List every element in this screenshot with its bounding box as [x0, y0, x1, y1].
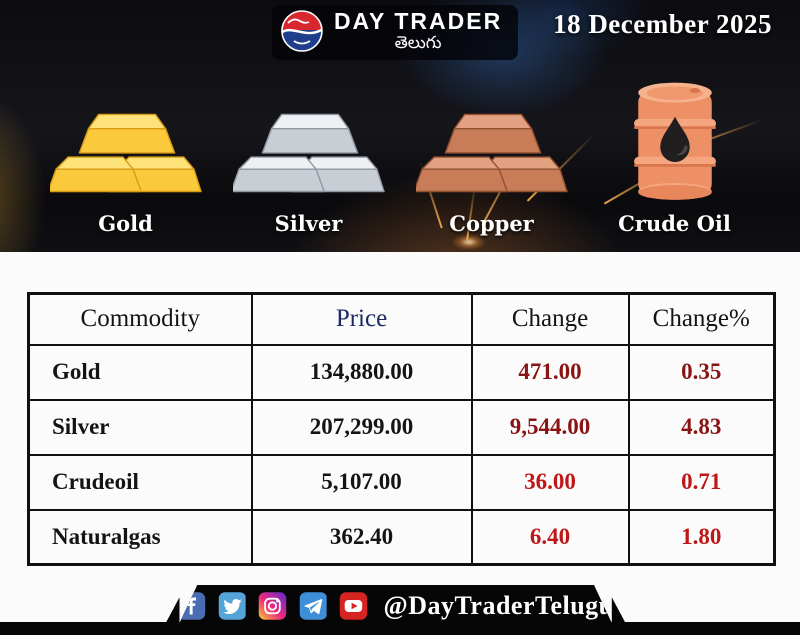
- commodity-label: Copper: [449, 211, 534, 236]
- table-header-row: Commodity Price Change Change%: [27, 292, 776, 346]
- commodity-name: Naturalgas: [27, 508, 253, 566]
- daytrader-logo-icon: [281, 10, 323, 53]
- commodity-crude-oil: Crude Oil: [583, 56, 766, 236]
- change-pct-value: 0.35: [627, 343, 776, 401]
- commodity-price-table: Commodity Price Change Change% Gold 134,…: [27, 292, 776, 566]
- commodity-name: Gold: [27, 343, 253, 401]
- date-label: 18 December 2025: [553, 9, 772, 39]
- commodity-label: Gold: [98, 211, 153, 236]
- change-pct-value: 1.80: [627, 508, 776, 566]
- gold-bars-icon: [49, 113, 202, 193]
- table-row-naturalgas: Naturalgas 362.40 6.40 1.80: [27, 508, 776, 566]
- change-value: 36.00: [470, 453, 630, 511]
- commodity-label: Crude Oil: [618, 211, 731, 236]
- hero-section: DAY TRADER తెలుగు 18 December 2025 Gold: [0, 0, 800, 252]
- change-value: 6.40: [470, 508, 630, 566]
- brand-subtitle: తెలుగు: [394, 33, 442, 54]
- brand-text: DAY TRADER తెలుగు: [334, 9, 502, 54]
- price-value: 134,880.00: [250, 343, 473, 401]
- youtube-icon[interactable]: [339, 591, 368, 621]
- table-row-silver: Silver 207,299.00 9,544.00 4.83: [27, 398, 776, 456]
- table-row-crudeoil: Crudeoil 5,107.00 36.00 0.71: [27, 453, 776, 511]
- telegram-icon[interactable]: [299, 591, 327, 621]
- brand-logo: DAY TRADER తెలుగు: [271, 5, 519, 60]
- silver-bars-icon: [232, 113, 385, 193]
- twitter-icon[interactable]: [218, 591, 246, 621]
- header-change: Change: [470, 292, 630, 346]
- price-value: 362.40: [250, 508, 473, 566]
- header-commodity: Commodity: [27, 292, 253, 346]
- instagram-icon[interactable]: [258, 591, 287, 621]
- brand-name: DAY TRADER: [333, 8, 503, 34]
- price-value: 207,299.00: [250, 398, 473, 456]
- table-row-gold: Gold 134,880.00 471.00 0.35: [27, 343, 776, 401]
- change-value: 9,544.00: [470, 398, 630, 456]
- spark-glow: [452, 234, 486, 250]
- commodity-name: Silver: [27, 398, 253, 456]
- copper-bars-icon: [415, 113, 568, 193]
- social-ribbon-banner: @DayTraderTelugu: [177, 585, 614, 627]
- oil-barrel-icon: [633, 82, 716, 200]
- commodity-silver: Silver: [217, 56, 400, 236]
- price-value: 5,107.00: [250, 453, 473, 511]
- social-ribbon: @DayTraderTelugu: [163, 585, 628, 627]
- commodity-copper: Copper: [400, 56, 583, 236]
- header-change-pct: Change%: [627, 292, 776, 346]
- header-price: Price: [250, 292, 473, 346]
- commodity-name: Crudeoil: [27, 453, 253, 511]
- ribbon-fold-right: [611, 597, 628, 627]
- change-pct-value: 0.71: [627, 453, 776, 511]
- commodity-icon-row: Gold Silver Copper: [0, 56, 800, 236]
- commodity-label: Silver: [274, 211, 343, 236]
- facebook-icon[interactable]: [177, 591, 206, 621]
- social-handle[interactable]: @DayTraderTelugu: [383, 591, 614, 620]
- change-value: 471.00: [470, 343, 630, 401]
- change-pct-value: 4.83: [627, 398, 776, 456]
- commodity-gold: Gold: [34, 56, 217, 236]
